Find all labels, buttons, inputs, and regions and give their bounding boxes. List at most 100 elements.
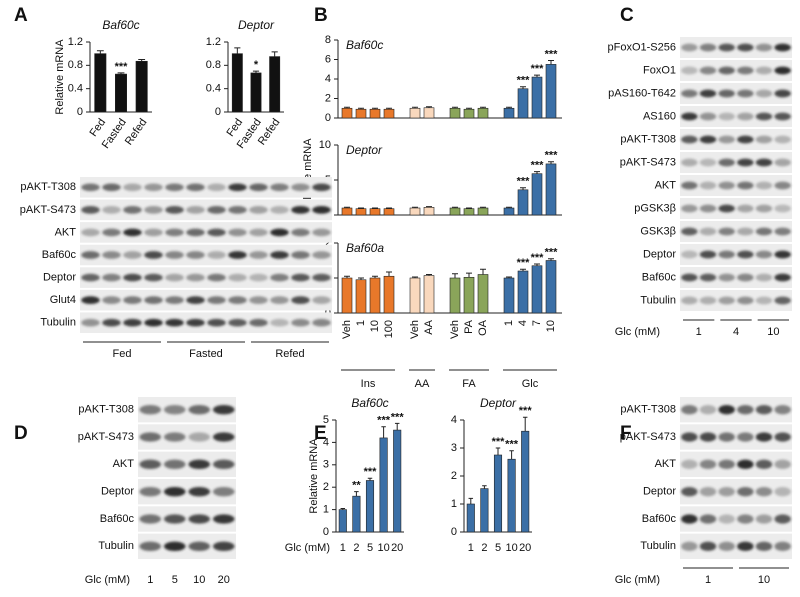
bar [365, 480, 375, 533]
blot-band [737, 541, 754, 551]
error-bar [372, 107, 378, 110]
blot-band [681, 459, 698, 469]
chart-title: Deptor [480, 396, 517, 410]
error-bar [534, 171, 540, 174]
blot-band [186, 318, 205, 327]
error-bar [506, 276, 512, 278]
blot-band [737, 43, 754, 52]
blot-band [186, 228, 205, 237]
error-bar [468, 497, 474, 504]
significance: *** [391, 411, 405, 423]
blot-band [144, 296, 163, 304]
blot-band [212, 487, 235, 497]
bar [355, 279, 367, 314]
error-bar [372, 275, 378, 278]
bar [355, 208, 367, 216]
y-tick-label: 0.4 [206, 83, 221, 95]
blot-band [718, 273, 735, 282]
blot-band [81, 206, 100, 214]
blot-band [144, 273, 163, 282]
group-label: 1 [705, 574, 711, 586]
blot-band [249, 206, 268, 214]
blot-band [165, 251, 184, 259]
blot-band [681, 541, 698, 551]
blot-strip [680, 424, 792, 450]
blot-band [139, 487, 162, 497]
blot-band [312, 251, 331, 259]
bar [393, 429, 402, 533]
error-bar [358, 107, 364, 110]
blot-band [737, 296, 754, 305]
blot-band [699, 514, 717, 524]
blot-band [165, 228, 184, 237]
panel-letter: A [14, 5, 28, 26]
blot-band [718, 405, 735, 415]
x-tick-label: 1 [468, 542, 474, 554]
group-label: 4 [733, 326, 739, 338]
x-tick-label: 5 [367, 542, 373, 554]
blot-band [228, 183, 247, 192]
error-bar [466, 272, 472, 278]
error-bar [386, 271, 392, 277]
blot-band [270, 318, 289, 327]
blot-band [681, 432, 698, 442]
bar [369, 108, 381, 119]
blot-strip [680, 152, 792, 173]
bar [383, 108, 395, 119]
blot-band [123, 228, 142, 237]
blot-strip [80, 177, 332, 198]
error-bar [506, 206, 512, 208]
x-axis-label: Glc (mM) [615, 326, 660, 338]
blot-band [270, 296, 289, 304]
bar [231, 53, 243, 113]
blot-band [718, 250, 735, 259]
x-tick-label: 2 [353, 542, 359, 554]
blot-band [737, 405, 754, 415]
blot-band [102, 183, 121, 192]
blot-band [228, 296, 247, 304]
blot-band [102, 251, 121, 259]
x-tick-label: 10 [505, 542, 517, 554]
blot-band [186, 206, 205, 214]
blot-band [755, 514, 773, 524]
bar [466, 503, 475, 533]
blot-band [755, 204, 773, 213]
bar [463, 108, 475, 119]
blot-band [681, 273, 698, 282]
bar [423, 207, 435, 216]
blot-band [755, 135, 773, 144]
error-bar [354, 491, 359, 497]
significance: *** [517, 176, 531, 188]
y-tick-label: 1.2 [206, 36, 221, 48]
blot-band [774, 487, 791, 497]
blot-band [186, 183, 205, 192]
error-bar [386, 207, 392, 209]
blot-band [186, 296, 205, 304]
bar [449, 207, 461, 216]
x-tick-label: 10 [377, 542, 389, 554]
blot-band [207, 296, 226, 304]
blot-band [188, 541, 211, 551]
blot-band [699, 43, 717, 52]
bar [135, 60, 148, 113]
x-tick-label: 2 [481, 542, 487, 554]
blot-band [188, 459, 211, 469]
blot-band [774, 158, 791, 167]
blot-label: pAKT-T308 [620, 133, 676, 145]
bar [338, 509, 347, 533]
blot-strip [680, 106, 792, 127]
blot-band [737, 66, 754, 75]
error-bar [480, 268, 486, 275]
blot-band [681, 66, 698, 75]
blot-band [270, 206, 289, 214]
blot-band [737, 227, 754, 236]
x-tick-label: Refed [123, 117, 150, 148]
significance: *** [377, 415, 391, 427]
group-label: 10 [758, 574, 770, 586]
blot-band [718, 66, 735, 75]
blot-band [774, 43, 791, 52]
blot-band [291, 228, 310, 237]
blot-label: Baf60c [100, 513, 135, 525]
y-tick-label: 0.4 [68, 83, 83, 95]
